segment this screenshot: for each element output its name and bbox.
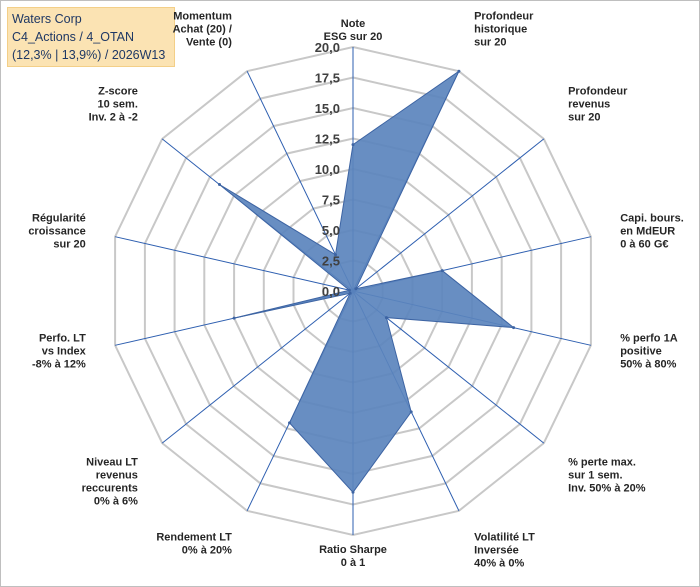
axis-label: Régularité croissance sur 20: [28, 212, 85, 250]
axis-label-line: Profondeur: [568, 86, 628, 98]
portfolio-name: C4_Actions / 4_OTAN: [12, 30, 135, 44]
axis-label-line: Inv. 2 à -2: [89, 112, 138, 124]
axis-label-line: % perte max.: [568, 456, 636, 468]
data-point: [512, 326, 516, 330]
axis-label: Rendement LT 0% à 20%: [156, 531, 232, 556]
axis-label: Capi. bours. en MdEUR 0 à 60 G€: [620, 212, 684, 250]
axis-label-line: ESG sur 20: [324, 31, 383, 43]
tick-label: 5,0: [322, 223, 340, 238]
data-point: [351, 490, 355, 494]
axis-label-line: Perfo. LT: [39, 333, 86, 345]
axis-label-line: reccurents: [82, 482, 138, 494]
axis-label-line: -8% à 12%: [32, 359, 86, 371]
data-point: [218, 183, 221, 186]
axis-label-line: croissance: [28, 225, 85, 237]
axis-spoke: [114, 236, 354, 292]
axis-label-line: Note: [341, 18, 365, 30]
data-point: [351, 143, 355, 147]
axis-label-line: Niveau LT: [86, 456, 138, 468]
axis-label: Ratio Sharpe 0 à 1: [319, 544, 387, 569]
axis-label-line: Z-score: [98, 86, 138, 98]
axis-label-line: Inv. 50% à 20%: [568, 482, 646, 494]
axis-label-line: 0 à 60 G€: [620, 238, 668, 250]
axis-label-line: historique: [474, 24, 527, 36]
tick-label: 7,5: [322, 193, 340, 208]
axis-label-line: Régularité: [32, 212, 86, 224]
axis-label-line: Profondeur: [474, 11, 534, 23]
data-point: [334, 253, 337, 257]
axis-label-line: Inversée: [474, 544, 519, 556]
axis-spoke: [161, 290, 354, 444]
data-point: [409, 410, 413, 414]
axis-label: % perfo 1A positive 50% à 80%: [620, 333, 678, 371]
axis-spoke: [352, 138, 545, 292]
tick-label: 20,0: [315, 40, 340, 55]
company-name: Waters Corp: [12, 12, 82, 26]
axis-label-line: 0% à 20%: [182, 544, 232, 556]
tick-label: 2,5: [322, 254, 340, 269]
axis-label-line: positive: [620, 346, 662, 358]
axis-label: Momentum Achat (20) / Vente (0): [173, 11, 233, 49]
axis-label: Z-score 10 sem. Inv. 2 à -2: [89, 86, 138, 124]
axis-label-line: 0% à 6%: [94, 495, 138, 507]
data-point: [440, 269, 444, 273]
axis-label-line: Achat (20) /: [173, 24, 232, 36]
data-point: [232, 316, 236, 320]
axis-label: Niveau LT revenus reccurents 0% à 6%: [82, 456, 139, 507]
data-point: [354, 287, 358, 291]
data-point: [347, 288, 351, 292]
axis-label-line: revenus: [568, 99, 610, 111]
axis-label-line: 0 à 1: [341, 557, 365, 569]
data-point: [457, 69, 461, 73]
period-info: (12,3% | 13,9%) / 2026W13: [12, 48, 166, 62]
axis-label-line: Momentum: [173, 11, 232, 23]
axis-label-line: Capi. bours.: [620, 212, 684, 224]
axis-label: Profondeur historique sur 20: [474, 11, 534, 49]
data-point: [348, 291, 352, 295]
data-point: [288, 421, 291, 425]
axis-label-line: % perfo 1A: [620, 333, 678, 345]
axis-label-line: 10 sem.: [98, 99, 138, 111]
tick-label: 10,0: [315, 162, 340, 177]
axis-label-line: Rendement LT: [156, 531, 232, 543]
axis-label-line: vs Index: [42, 346, 87, 358]
tick-label: 17,5: [315, 71, 340, 86]
tick-label: 0,0: [322, 284, 340, 299]
data-point: [384, 316, 388, 320]
axis-label-line: sur 20: [568, 112, 600, 124]
axis-label-line: Volatilité LT: [474, 531, 535, 543]
axis-label-line: sur 20: [474, 37, 506, 49]
axis-label-line: Ratio Sharpe: [319, 544, 387, 556]
axis-label: Perfo. LT vs Index -8% à 12%: [32, 333, 87, 371]
axis-label-line: sur 20: [53, 238, 85, 250]
axis-label-line: sur 1 sem.: [568, 469, 622, 481]
axis-label-line: revenus: [96, 469, 138, 481]
title-box: Waters Corp C4_Actions / 4_OTAN (12,3% |…: [7, 7, 175, 67]
axis-label: Note ESG sur 20: [324, 18, 383, 43]
axis-label-line: 50% à 80%: [620, 359, 676, 371]
axis-label-line: 40% à 0%: [474, 557, 524, 569]
axis-label-line: Vente (0): [186, 37, 232, 49]
axis-label: % perte max. sur 1 sem. Inv. 50% à 20%: [568, 456, 646, 494]
tick-label: 15,0: [315, 101, 340, 116]
axis-label: Profondeur revenus sur 20: [568, 86, 628, 124]
tick-label: 12,5: [315, 132, 340, 147]
axis-label-line: en MdEUR: [620, 225, 675, 237]
axis-label: Volatilité LT Inversée 40% à 0%: [474, 531, 535, 569]
